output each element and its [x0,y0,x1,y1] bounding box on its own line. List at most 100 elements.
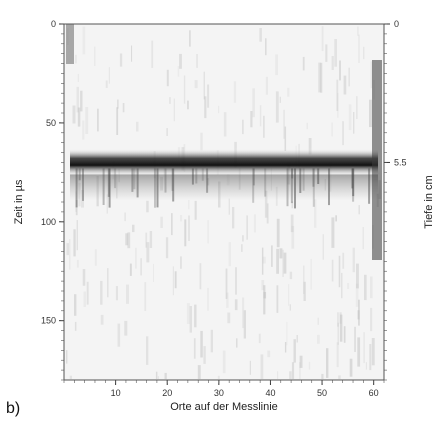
noise-streak [189,306,192,333]
panel-label: b) [6,400,21,417]
noise-streak [348,104,352,131]
noise-streak [262,256,266,264]
noise-streak [83,291,86,307]
reflection-streak [78,168,81,181]
reflection-streak [286,168,289,207]
noise-streak [100,314,104,325]
noise-streak [122,103,125,113]
noise-streak [353,112,355,134]
reflector-band [70,148,378,209]
noise-streak [243,310,246,339]
noise-streak [276,218,280,248]
noise-streak [303,265,305,294]
noise-streak [119,53,123,67]
x-tick-label: 10 [111,388,121,398]
noise-streak [145,232,148,248]
reflection-streak [206,168,209,193]
noise-streak [180,215,183,222]
reflection-streak [102,168,105,205]
noise-streak [200,132,203,151]
noise-streak [69,239,71,270]
y2-axis-title: Tiefe in cm [423,175,435,228]
reflection-shadow [70,174,378,201]
noise-streak [155,371,158,379]
noise-streak [117,323,121,347]
noise-streak [217,375,220,379]
reflection-streak [156,168,159,208]
y-tick-label: 100 [41,217,56,227]
noise-streak [225,268,228,299]
noise-streak [356,263,359,289]
reflection-band [70,148,378,177]
x-tick-label: 30 [214,388,224,398]
reflection-streak [302,168,305,191]
noise-streak [157,376,159,379]
reflection-streak [114,168,117,189]
noise-streak [339,312,342,324]
noise-streak [249,360,251,375]
reflection-streak [351,168,354,189]
plot-area [63,23,385,381]
noise-streak [151,40,154,68]
noise-streak [337,312,339,327]
noise-streak [283,252,287,274]
noise-streak [74,294,77,316]
y-axis-title: Zeit in µs [13,179,25,224]
noise-streak [233,81,237,103]
reflection-streak [164,168,167,193]
noise-streak [291,362,295,379]
noise-streak [284,126,287,151]
noise-streak [207,287,209,311]
y2-tick-label: 0 [394,19,399,29]
noise-streak [153,263,154,282]
noise-streak [194,200,197,220]
noise-streak [342,252,345,269]
noise-streak [125,233,129,246]
noise-streak [275,91,279,123]
noise-streak [94,46,96,66]
noise-streak [326,348,329,378]
noise-streak [299,362,301,379]
noise-streak [322,234,324,260]
noise-streak [107,268,109,298]
noise-streak [339,314,343,342]
noise-streak [82,26,86,55]
noise-streak [365,362,367,370]
noise-streak [371,338,375,366]
noise-streak [129,263,132,276]
noise-streak [259,28,262,42]
noise-streak [179,53,182,69]
noise-streak [131,45,133,62]
noise-streak [265,76,268,95]
noise-streak [253,214,256,233]
noise-streak [357,337,361,367]
noise-streak [349,358,353,377]
noise-streak [291,201,293,209]
noise-streak [218,105,220,114]
reflection-streak [317,168,320,184]
noise-streak [276,285,279,313]
noise-streak [363,332,365,364]
noise-streak [370,61,373,89]
noise-streak [267,350,271,358]
noise-streak [321,26,324,52]
noise-streak [290,214,294,233]
reflection-streak [172,168,175,202]
noise-streak [77,107,81,127]
noise-streak [291,225,295,249]
x-tick-label: 40 [265,388,275,398]
noise-streak [116,107,119,135]
noise-streak [284,342,287,353]
noise-streak [172,266,174,296]
noise-streak [171,213,173,236]
noise-streak [106,194,108,214]
noise-streak [187,100,189,110]
noise-streak [263,292,267,299]
noise-streak [169,97,171,104]
reflection-streak [312,168,315,207]
noise-streak [370,307,373,332]
reflection-streak [290,168,293,204]
reflection-streak [136,168,139,198]
noise-streak [303,281,306,301]
